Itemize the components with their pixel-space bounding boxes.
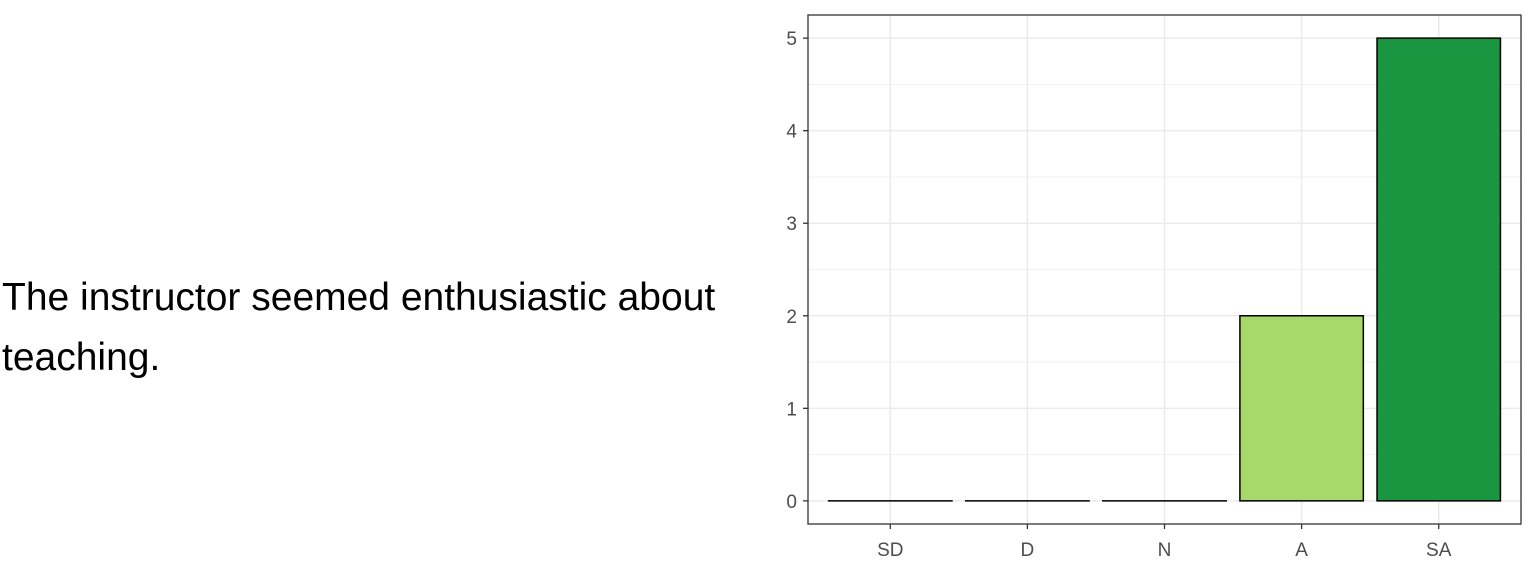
question-text: The instructor seemed enthusiastic about… — [2, 276, 716, 379]
question-panel: The instructor seemed enthusiastic about… — [0, 0, 766, 576]
x-tick-label: SA — [1426, 540, 1452, 561]
y-tick-label: 3 — [786, 214, 797, 235]
x-tick-label: SD — [877, 540, 903, 561]
y-tick-label: 0 — [786, 492, 797, 513]
x-tick-label: D — [1021, 540, 1035, 561]
y-tick-label: 5 — [786, 29, 797, 50]
axes: 0 1 2 3 4 5 SD D N A SA — [786, 29, 1451, 561]
x-tick-label: N — [1158, 540, 1172, 561]
y-tick-label: 2 — [786, 307, 797, 328]
y-tick-label: 4 — [786, 122, 797, 143]
x-tick-label: A — [1295, 540, 1308, 561]
y-tick-label: 1 — [786, 399, 797, 420]
bar-sa — [1376, 37, 1502, 502]
bars — [827, 37, 1502, 502]
bar-a — [1239, 315, 1365, 502]
